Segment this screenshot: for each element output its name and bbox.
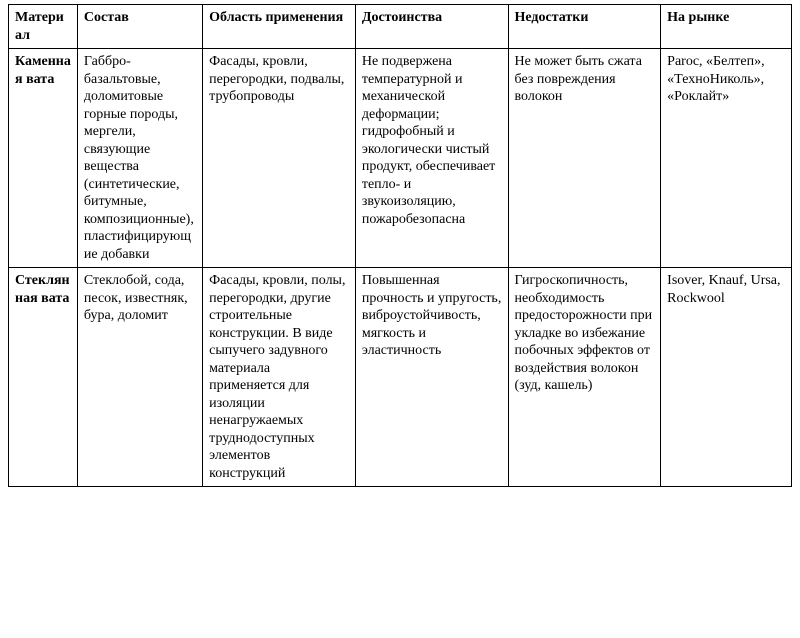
table-row: Каменная вата Габбро-базальтовые, доломи… (9, 49, 792, 268)
header-pros: Достоинства (355, 5, 508, 49)
header-market: На рынке (661, 5, 792, 49)
cell-application: Фасады, кровли, полы, перегородки, други… (203, 268, 356, 487)
cell-pros: Повышенная прочность и упругость, виброу… (355, 268, 508, 487)
header-row: Материал Состав Область применения Досто… (9, 5, 792, 49)
materials-table: Материал Состав Область применения Досто… (8, 4, 792, 487)
header-composition: Состав (77, 5, 202, 49)
cell-cons: Не может быть сжата без повреждения воло… (508, 49, 661, 268)
header-application: Область применения (203, 5, 356, 49)
cell-market: Paroc, «Белтеп», «ТехноНиколь», «Роклайт… (661, 49, 792, 268)
header-material: Материал (9, 5, 78, 49)
cell-material: Стеклянная вата (9, 268, 78, 487)
header-cons: Недостатки (508, 5, 661, 49)
cell-composition: Стеклобой, сода, песок, известняк, бура,… (77, 268, 202, 487)
cell-material: Каменная вата (9, 49, 78, 268)
cell-pros: Не подвержена температурной и механическ… (355, 49, 508, 268)
cell-market: Isover, Knauf, Ursa, Rockwool (661, 268, 792, 487)
table-row: Стеклянная вата Стеклобой, сода, песок, … (9, 268, 792, 487)
cell-composition: Габбро-базальтовые, доломитовые горные п… (77, 49, 202, 268)
cell-application: Фасады, кровли, перегородки, подвалы, тр… (203, 49, 356, 268)
cell-cons: Гигроскопично­сть, необходимость предост… (508, 268, 661, 487)
